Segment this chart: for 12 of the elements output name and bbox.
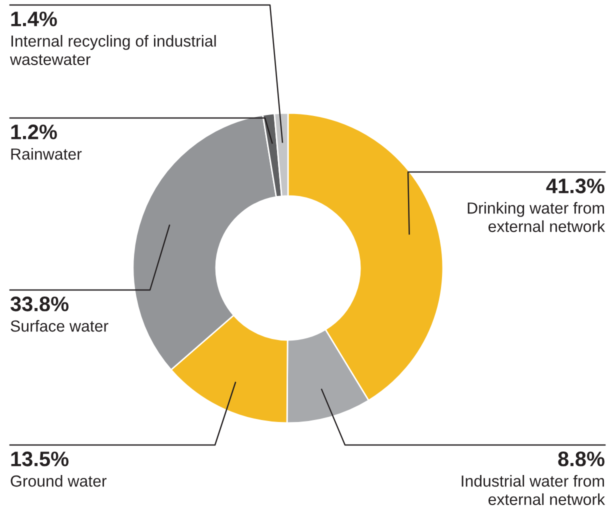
slice-label: Rainwater [11,148,82,160]
data-label: 8.8% [558,452,604,466]
data-label: 33.8% [10,296,69,312]
data-label: 1.2% [11,124,57,140]
slice-label: Industrial water from external network [462,475,606,506]
data-label: 1.4% [11,12,57,26]
data-label: 13.5% [11,452,69,466]
slice-label: Internal recycling of industrial wastewater [10,35,216,66]
slice-label: Drinking water from external network [468,202,606,232]
data-label: 41.3% [546,178,604,194]
slice-label: Ground water [10,475,107,487]
slice-label: Surface water [10,320,108,332]
